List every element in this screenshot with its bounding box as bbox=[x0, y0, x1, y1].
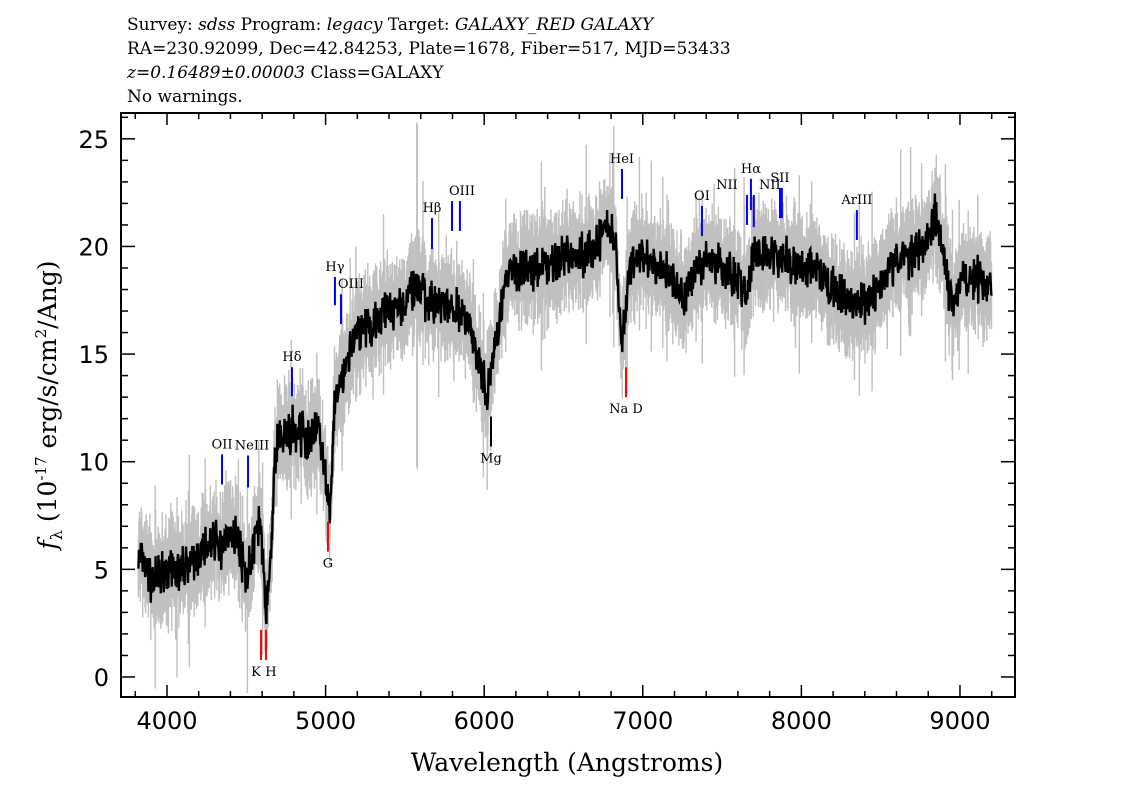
y-tick-label: 5 bbox=[94, 556, 109, 584]
header-segment: Survey: bbox=[127, 15, 198, 35]
line-label: ArIII bbox=[840, 193, 872, 208]
line-label: H bbox=[265, 665, 276, 680]
x-tick-label: 5000 bbox=[295, 707, 356, 735]
line-label: NeIII bbox=[235, 438, 269, 453]
line-label: NII bbox=[716, 178, 738, 193]
line-label: NII bbox=[759, 178, 781, 193]
x-tick-label: 4000 bbox=[136, 707, 197, 735]
y-tick-label: 15 bbox=[78, 341, 109, 369]
header-line-4: No warnings. bbox=[127, 87, 243, 107]
line-label: OII bbox=[212, 437, 233, 452]
header-line-1: Survey: sdss Program: legacy Target: GAL… bbox=[127, 15, 655, 35]
line-label: Mg bbox=[480, 451, 502, 466]
x-tick-label: 6000 bbox=[454, 707, 515, 735]
line-label: Hδ bbox=[282, 350, 301, 365]
line-label: Hγ bbox=[325, 260, 344, 275]
redshift: z=0.16489±0.00003 bbox=[126, 63, 305, 83]
x-tick-label: 7000 bbox=[612, 707, 673, 735]
line-label: K bbox=[251, 665, 261, 680]
header-segment: Target: bbox=[382, 15, 455, 35]
plot-frame bbox=[120, 112, 1016, 698]
line-label: Hα bbox=[741, 162, 761, 177]
x-tick-label: 8000 bbox=[771, 707, 832, 735]
y-tick-label: 25 bbox=[78, 126, 109, 154]
header-line-3: z=0.16489±0.00003 Class=GALAXY bbox=[126, 63, 444, 83]
header-segment: sdss bbox=[198, 15, 235, 35]
header-line-2: RA=230.92099, Dec=42.84253, Plate=1678, … bbox=[127, 39, 731, 59]
line-markers: OII NeIII K H Hδ G Hγ OIII Hβ OIII Mg HeI Na D OI NIIH… bbox=[212, 152, 873, 680]
line-label: OI bbox=[694, 189, 710, 204]
x-axis-label: Wavelength (Angstroms) bbox=[411, 748, 723, 777]
line-label: OIII bbox=[338, 277, 364, 292]
line-label: HeI bbox=[610, 152, 634, 167]
class: Class=GALAXY bbox=[305, 63, 444, 83]
header-segment: Program: bbox=[235, 15, 327, 35]
y-tick-label: 0 bbox=[94, 664, 109, 692]
line-label: SII bbox=[770, 171, 789, 186]
flux-line bbox=[137, 193, 993, 625]
line-label: Hβ bbox=[423, 201, 442, 216]
header-segment: GALAXY_RED GALAXY bbox=[455, 15, 655, 35]
line-label: Na D bbox=[609, 402, 643, 417]
line-label: OIII bbox=[449, 184, 475, 199]
line-label: G bbox=[323, 557, 333, 572]
x-tick-label: 9000 bbox=[929, 707, 990, 735]
y-axis-label: fλ (10-17 erg/s/cm2/Ang) bbox=[32, 260, 66, 551]
y-tick-label: 10 bbox=[78, 449, 109, 477]
header-segment: legacy bbox=[327, 15, 383, 35]
axes: 4000 5000 6000 7000 8000 9000 0 5 10 15 20 25 bbox=[78, 113, 1015, 735]
y-tick-label: 20 bbox=[78, 233, 109, 261]
